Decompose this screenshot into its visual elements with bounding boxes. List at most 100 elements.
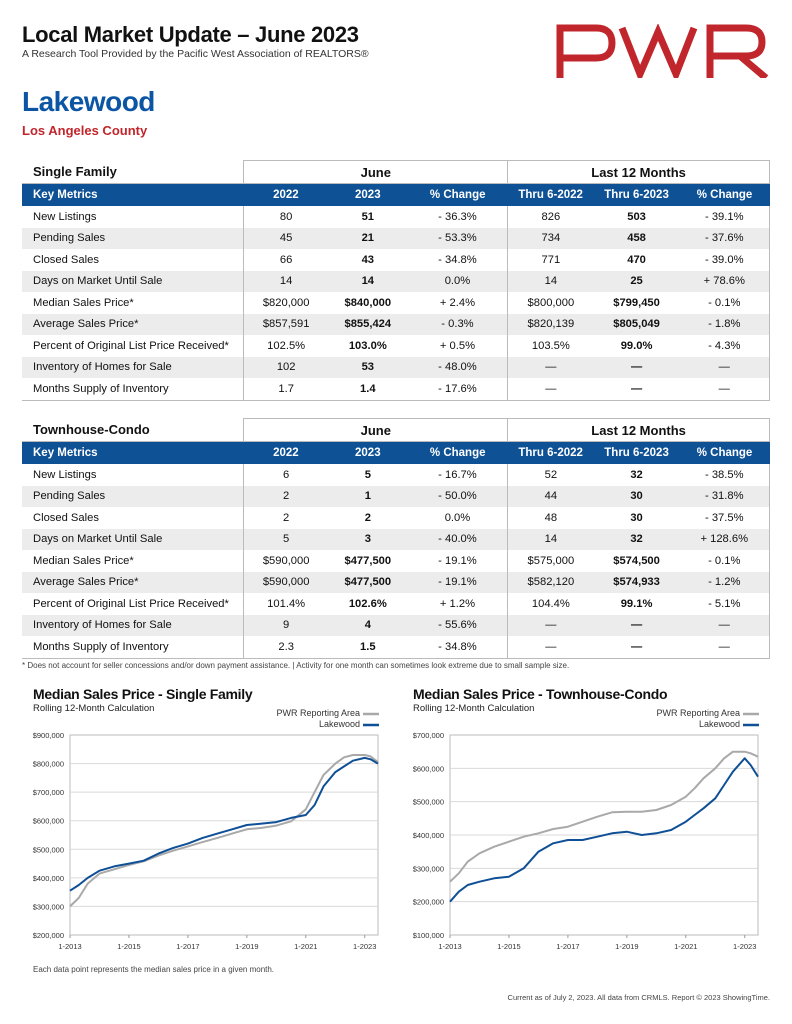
- x-tick-label: 1-2019: [615, 942, 638, 951]
- section-title: Single Family: [22, 160, 244, 184]
- metric-value: 104.4%: [507, 593, 594, 615]
- metric-value: + 128.6%: [679, 528, 770, 550]
- metric-value: $574,933: [593, 571, 680, 593]
- table-row: Pending Sales 45 21- 53.3% 734 458- 37.6%: [22, 227, 770, 249]
- metric-name: Percent of Original List Price Received*: [33, 597, 229, 610]
- metric-value: + 2.4%: [439, 296, 476, 309]
- metric-value: $574,500: [613, 554, 660, 567]
- metric-name: Days on Market Until Sale: [22, 270, 244, 292]
- group-last-12-months: Last 12 Months: [507, 418, 770, 442]
- group-last-12-months: Last 12 Months: [507, 160, 770, 184]
- y-tick-label: $300,000: [33, 902, 64, 911]
- county-name: Los Angeles County: [22, 123, 148, 138]
- metric-value: $575,000: [507, 550, 594, 572]
- y-tick-label: $200,000: [33, 931, 64, 940]
- metric-value: - 39.0%: [679, 249, 770, 271]
- metric-value: $805,049: [593, 313, 680, 335]
- metric-value: 2: [243, 507, 328, 529]
- metric-value: $477,500: [327, 571, 408, 593]
- x-tick-label: 1-2021: [674, 942, 697, 951]
- metric-name: Pending Sales: [22, 227, 244, 249]
- column-header: % Change: [679, 183, 770, 206]
- column-header: % Change: [407, 441, 508, 464]
- metric-value: - 17.6%: [407, 378, 508, 401]
- metric-value: $799,450: [613, 296, 660, 309]
- metric-value: 32: [630, 468, 643, 481]
- x-tick-label: 1-2013: [58, 942, 81, 951]
- metric-value: 21: [327, 227, 408, 249]
- column-header: Thru 6-2022: [507, 441, 594, 464]
- group-june: June: [243, 160, 508, 184]
- metric-value: $857,591: [243, 313, 328, 335]
- source-note: Current as of July 2, 2023. All data fro…: [507, 993, 770, 1002]
- legend-swatch: [743, 712, 759, 716]
- metric-name: Average Sales Price*: [22, 571, 244, 593]
- metric-value: 1.5: [327, 636, 408, 659]
- metric-value: $820,139: [507, 313, 594, 335]
- report-title: Local Market Update – June 2023: [22, 22, 359, 47]
- metric-value: - 1.8%: [679, 313, 770, 335]
- chart-subtitle: Rolling 12-Month Calculation: [413, 703, 535, 714]
- metric-value: 14: [243, 270, 328, 292]
- metric-value: 101.4%: [243, 593, 328, 615]
- y-tick-label: $500,000: [33, 845, 64, 854]
- metric-value: 503: [627, 210, 646, 223]
- metric-value: —: [507, 636, 594, 659]
- metric-value: 25: [593, 270, 680, 292]
- metric-value: 14: [507, 270, 594, 292]
- metric-value: $840,000: [344, 296, 392, 309]
- series-line-lakewood: [449, 757, 759, 903]
- metric-value: - 5.1%: [679, 593, 770, 615]
- column-header: 2023: [327, 183, 408, 206]
- y-tick-label: $500,000: [413, 798, 444, 807]
- metric-value: —: [593, 636, 680, 659]
- metric-value: - 0.3%: [407, 313, 508, 335]
- column-header: Thru 6-2022: [507, 183, 594, 206]
- x-tick-label: 1-2019: [235, 942, 258, 951]
- metric-value: —: [507, 614, 594, 636]
- metric-value: - 0.1%: [679, 550, 770, 572]
- metric-value: 1.4: [327, 378, 408, 401]
- metric-value: 43: [361, 253, 375, 266]
- metric-value: —: [679, 356, 770, 378]
- table-row: Inventory of Homes for Sale 9 4- 55.6% — — —: [22, 614, 770, 636]
- chart-title: Median Sales Price - Townhouse-Condo: [413, 686, 668, 702]
- median-price-townhouse-condo-chart: $100,000 $200,000 $300,000 $400,000 $500,000…: [413, 731, 759, 951]
- group-june: June: [243, 418, 508, 442]
- column-header: 2023: [327, 441, 408, 464]
- metric-value: $820,000: [243, 292, 328, 314]
- metric-value: - 55.6%: [407, 614, 508, 636]
- legend-item: PWR Reporting Area: [240, 708, 360, 718]
- metric-name: Closed Sales: [33, 253, 99, 266]
- metric-value: - 48.0%: [407, 356, 508, 378]
- metric-value: —: [679, 636, 770, 659]
- metric-value: 2.3: [243, 636, 328, 659]
- metric-value: —: [593, 356, 680, 378]
- x-tick-label: 1-2023: [353, 942, 376, 951]
- column-header: Key Metrics: [22, 441, 244, 464]
- metric-value: 5: [364, 468, 371, 481]
- metric-name: Inventory of Homes for Sale: [22, 356, 244, 378]
- pwr-logo: [556, 23, 770, 84]
- x-tick-label: 1-2017: [176, 942, 199, 951]
- metric-value: $590,000: [243, 550, 328, 572]
- metric-value: $590,000: [243, 571, 328, 593]
- metric-value: 2: [243, 485, 328, 507]
- table-row: Days on Market Until Sale 14 14 0.0% 14 25 + 7…: [22, 270, 770, 292]
- metric-value: 45: [243, 227, 328, 249]
- series-line-pwr: [69, 754, 379, 908]
- metric-value: - 53.3%: [407, 227, 508, 249]
- y-tick-label: $400,000: [33, 874, 64, 883]
- x-tick-label: 1-2015: [497, 942, 520, 951]
- single-family-table: Single Family June Last 12 Months Key Me…: [22, 160, 770, 401]
- legend-label: PWR Reporting Area: [276, 708, 360, 718]
- metric-value: 3: [327, 528, 408, 550]
- column-header: % Change: [679, 441, 770, 464]
- metric-value: —: [593, 378, 680, 401]
- median-price-single-family-chart: $200,000 $300,000 $400,000 $500,000 $600,000…: [33, 731, 379, 951]
- x-tick-label: 1-2013: [438, 942, 461, 951]
- legend-swatch: [743, 723, 759, 727]
- metric-name: Closed Sales: [33, 511, 99, 524]
- metric-name: Months Supply of Inventory: [22, 378, 244, 401]
- report-subtitle: A Research Tool Provided by the Pacific …: [22, 48, 369, 60]
